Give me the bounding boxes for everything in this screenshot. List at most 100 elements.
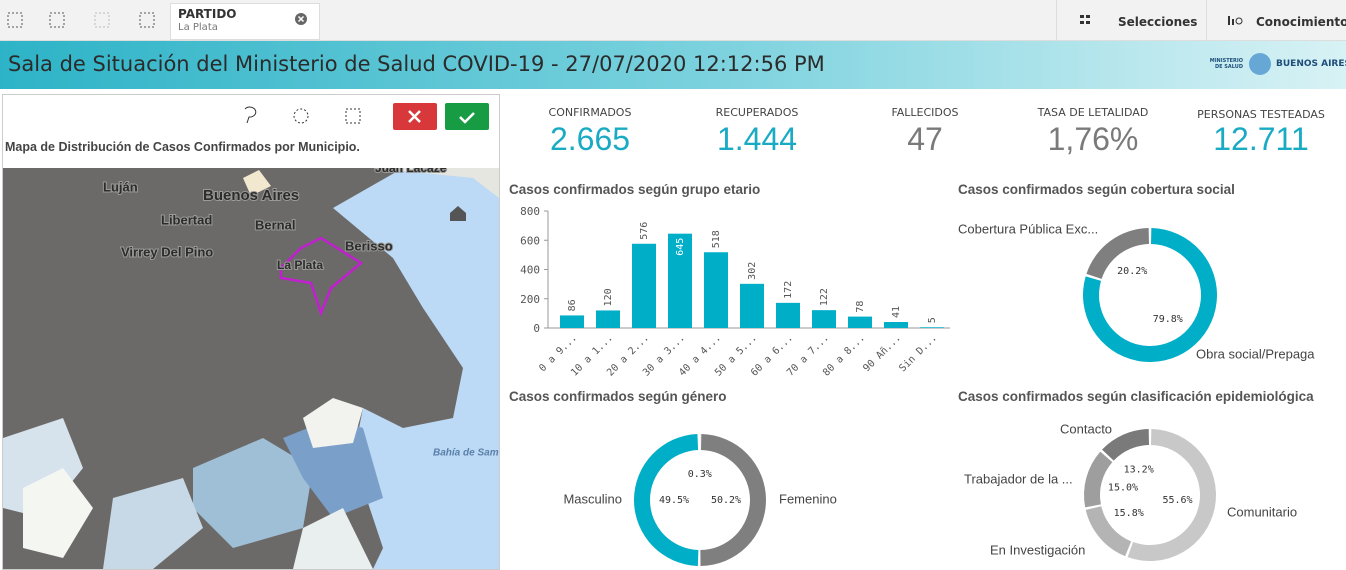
icon [1078,13,1098,29]
value-label: 302 [747,262,758,280]
pie-slice [1128,429,1216,561]
bar [812,310,836,328]
icon[interactable] [8,13,22,27]
value-label: 122 [819,288,830,306]
map-title: Mapa de Distribución de Casos Confirmado… [5,140,360,154]
circle [1249,53,1271,75]
selection-tab[interactable]: PARTIDO La Plata [170,3,320,40]
separator [1206,0,1207,40]
place-label: Buenos Aires [203,187,299,204]
logo-mark [1248,49,1272,79]
bar [668,234,692,328]
chart-title: Casos confirmados según clasificación ep… [958,389,1314,404]
map-panel: Mapa de Distribución de Casos Confirmado… [2,94,500,570]
kpi-value: 1.444 [672,121,842,158]
value-label: 576 [639,222,650,240]
value-label: 0.3% [688,469,712,480]
y-tick-label: 400 [520,264,540,277]
value-label: 13.2% [1124,464,1154,475]
bar [740,284,764,328]
value-label: 41 [891,306,902,318]
value-label: 518 [711,230,722,248]
circle-select-icon[interactable] [294,109,308,123]
place-label: Bahía de Samborombón [433,448,499,459]
toolbar: PARTIDO La Plata Selecciones Conocimient… [0,0,1346,41]
kpi-value: 1,76% [1008,121,1178,158]
value-label: 49.5% [659,495,689,506]
selections-button[interactable]: Selecciones [1118,15,1197,29]
kpi-value: 47 [840,121,1010,158]
category-label: Comunitario [1227,504,1297,519]
selection-field: PARTIDO [178,7,237,21]
logo-ministry: MINISTERIO DE SALUD [1203,58,1243,70]
place-label: Juan Lacaze [375,168,447,175]
place-label: La Plata [277,258,323,272]
kpi-label: CONFIRMADOS [505,106,675,119]
pie-slice [1086,228,1149,279]
value-label: 20.2% [1117,266,1147,277]
x-tick-label: 90 Añ... [861,332,903,374]
icon [1226,13,1246,29]
bar [632,244,656,328]
icon[interactable] [140,13,154,27]
selection-value: La Plata [178,22,218,33]
clear-icon[interactable] [294,12,308,26]
header-title: Sala de Situación del Ministerio de Salu… [8,52,825,76]
pie-slice [1086,506,1131,556]
value-label: 120 [603,288,614,306]
pie-slice [1084,452,1112,508]
value-label: 79.8% [1153,314,1183,325]
rect [1086,15,1090,18]
kpi-label: TASA DE LETALIDAD [1008,106,1178,119]
bar [596,310,620,328]
y-tick-label: 800 [520,205,540,218]
rect [1232,19,1234,25]
place-label: Libertad [161,212,212,227]
pie-slice [1083,228,1217,362]
chart-title: Casos confirmados según género [509,389,727,404]
confirm-button[interactable] [445,103,489,130]
value-label: 645 [675,238,686,256]
kpi-label: FALLECIDOS [840,106,1010,119]
place-label: Bernal [255,217,295,232]
separator [1056,0,1057,40]
bar [704,252,728,328]
value-label: 5 [927,317,938,323]
x-tick-label: 60 a 6... [749,332,795,378]
bar [560,315,584,328]
category-label: Cobertura Pública Exc... [958,221,1098,236]
value-label: 15.0% [1108,483,1138,494]
place-label: Berisso [345,238,393,253]
x-tick-label: 50 a 5... [713,332,759,378]
bar [776,303,800,328]
area-select-icon[interactable] [346,109,360,123]
category-label: Contacto [1060,421,1112,436]
x-tick-label: 0 a 9... [537,332,579,374]
value-label: 86 [567,299,578,311]
chart-title: Casos confirmados según grupo etario [509,182,760,197]
y-tick-label: 200 [520,293,540,306]
x-tick-label: Sin D... [897,332,939,374]
insights-button[interactable]: Conocimientos [1256,15,1346,29]
icon[interactable] [50,13,64,27]
toolbar-icons [0,0,170,40]
bar [884,322,908,328]
bar [848,317,872,328]
rect [1080,15,1084,18]
place-label: Virrey Del Pino [121,244,213,259]
bar [920,327,944,328]
icon[interactable] [95,13,109,27]
x-tick-label: 70 a 7... [785,332,831,378]
kpi-value: 12.711 [1176,121,1346,158]
pie-slice [1102,429,1149,461]
pie-slice [634,434,698,566]
y-tick-label: 600 [520,234,540,247]
value-label: 50.2% [711,495,741,506]
kpi-label: PERSONAS TESTEADAS [1176,108,1346,121]
category-label: Trabajador de la ... [964,471,1073,486]
value-label: 172 [783,281,794,299]
lasso-icon[interactable] [245,107,256,123]
x-tick-label: 40 a 4... [677,332,723,378]
